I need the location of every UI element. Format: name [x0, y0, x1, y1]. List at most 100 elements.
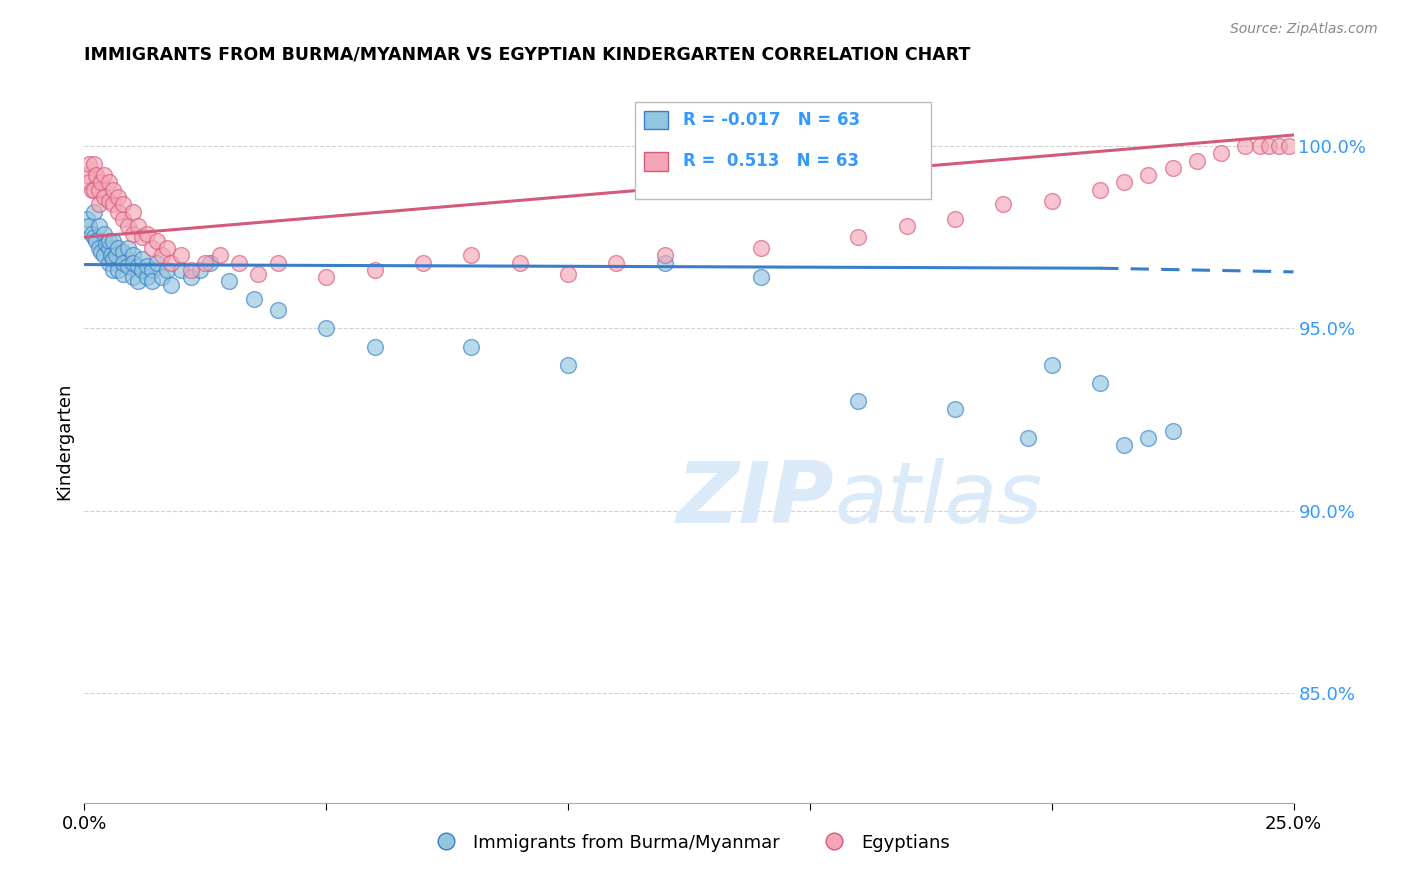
Point	[121, 204, 143, 219]
Point	[1088, 376, 1111, 391]
Point	[1017, 431, 1039, 445]
Point	[654, 256, 676, 270]
Point	[654, 248, 676, 262]
Point	[146, 256, 169, 270]
Point	[87, 241, 110, 255]
Point	[136, 260, 159, 274]
Point	[127, 219, 149, 234]
Point	[896, 219, 918, 234]
Point	[112, 197, 135, 211]
Text: IMMIGRANTS FROM BURMA/MYANMAR VS EGYPTIAN KINDERGARTEN CORRELATION CHART: IMMIGRANTS FROM BURMA/MYANMAR VS EGYPTIA…	[84, 45, 970, 63]
Point	[76, 168, 98, 182]
Point	[127, 260, 149, 274]
Point	[112, 244, 135, 259]
Point	[131, 230, 153, 244]
Point	[97, 176, 120, 190]
Point	[751, 241, 773, 255]
Point	[605, 256, 627, 270]
Point	[103, 252, 125, 266]
Point	[160, 256, 183, 270]
Point	[1137, 431, 1160, 445]
Point	[77, 157, 100, 171]
Point	[112, 211, 135, 226]
Point	[100, 248, 122, 262]
Point	[87, 219, 110, 234]
Point	[112, 267, 135, 281]
Point	[208, 248, 231, 262]
Point	[242, 292, 264, 306]
Point	[247, 267, 270, 281]
Point	[80, 183, 103, 197]
Point	[228, 256, 250, 270]
Point	[363, 263, 385, 277]
Point	[509, 256, 531, 270]
Point	[93, 227, 115, 241]
Point	[155, 241, 177, 255]
Point	[1161, 161, 1184, 175]
Point	[76, 211, 98, 226]
Point	[146, 234, 169, 248]
Point	[86, 234, 108, 248]
Point	[117, 219, 139, 234]
Point	[103, 197, 125, 211]
Point	[80, 227, 103, 241]
Point	[943, 211, 966, 226]
Point	[86, 168, 108, 182]
Point	[83, 157, 105, 171]
Point	[141, 274, 163, 288]
Point	[1088, 183, 1111, 197]
Point	[1209, 146, 1232, 161]
Point	[1040, 194, 1063, 208]
Point	[93, 248, 115, 262]
Point	[127, 274, 149, 288]
Point	[121, 248, 143, 262]
Point	[1185, 153, 1208, 168]
Point	[97, 256, 120, 270]
Point	[131, 263, 153, 277]
Point	[180, 263, 202, 277]
Point	[97, 194, 120, 208]
Point	[412, 256, 434, 270]
Point	[87, 197, 110, 211]
Point	[77, 176, 100, 190]
Point	[846, 230, 869, 244]
FancyBboxPatch shape	[634, 102, 931, 200]
Point	[83, 230, 105, 244]
Point	[90, 176, 112, 190]
Text: R = -0.017   N = 63: R = -0.017 N = 63	[683, 111, 860, 129]
Point	[1040, 358, 1063, 372]
Point	[93, 190, 115, 204]
Point	[315, 321, 337, 335]
Point	[97, 241, 120, 255]
Point	[460, 340, 482, 354]
Point	[1268, 139, 1291, 153]
Point	[1114, 176, 1136, 190]
Point	[107, 241, 129, 255]
Text: R =  0.513   N = 63: R = 0.513 N = 63	[683, 153, 859, 170]
Point	[77, 219, 100, 234]
Point	[170, 263, 193, 277]
Point	[190, 263, 212, 277]
Point	[460, 248, 482, 262]
Point	[993, 197, 1015, 211]
Point	[1249, 139, 1271, 153]
Point	[87, 183, 110, 197]
Point	[103, 263, 125, 277]
Point	[1258, 139, 1281, 153]
Point	[160, 277, 183, 292]
FancyBboxPatch shape	[644, 111, 668, 129]
Point	[107, 204, 129, 219]
Point	[150, 248, 173, 262]
Point	[97, 234, 120, 248]
Point	[94, 237, 117, 252]
Point	[90, 244, 112, 259]
Point	[136, 227, 159, 241]
Point	[103, 183, 125, 197]
Point	[315, 270, 337, 285]
Point	[117, 260, 139, 274]
Point	[198, 256, 221, 270]
Point	[267, 303, 290, 318]
Point	[103, 234, 125, 248]
Point	[136, 270, 159, 285]
Point	[1114, 438, 1136, 452]
